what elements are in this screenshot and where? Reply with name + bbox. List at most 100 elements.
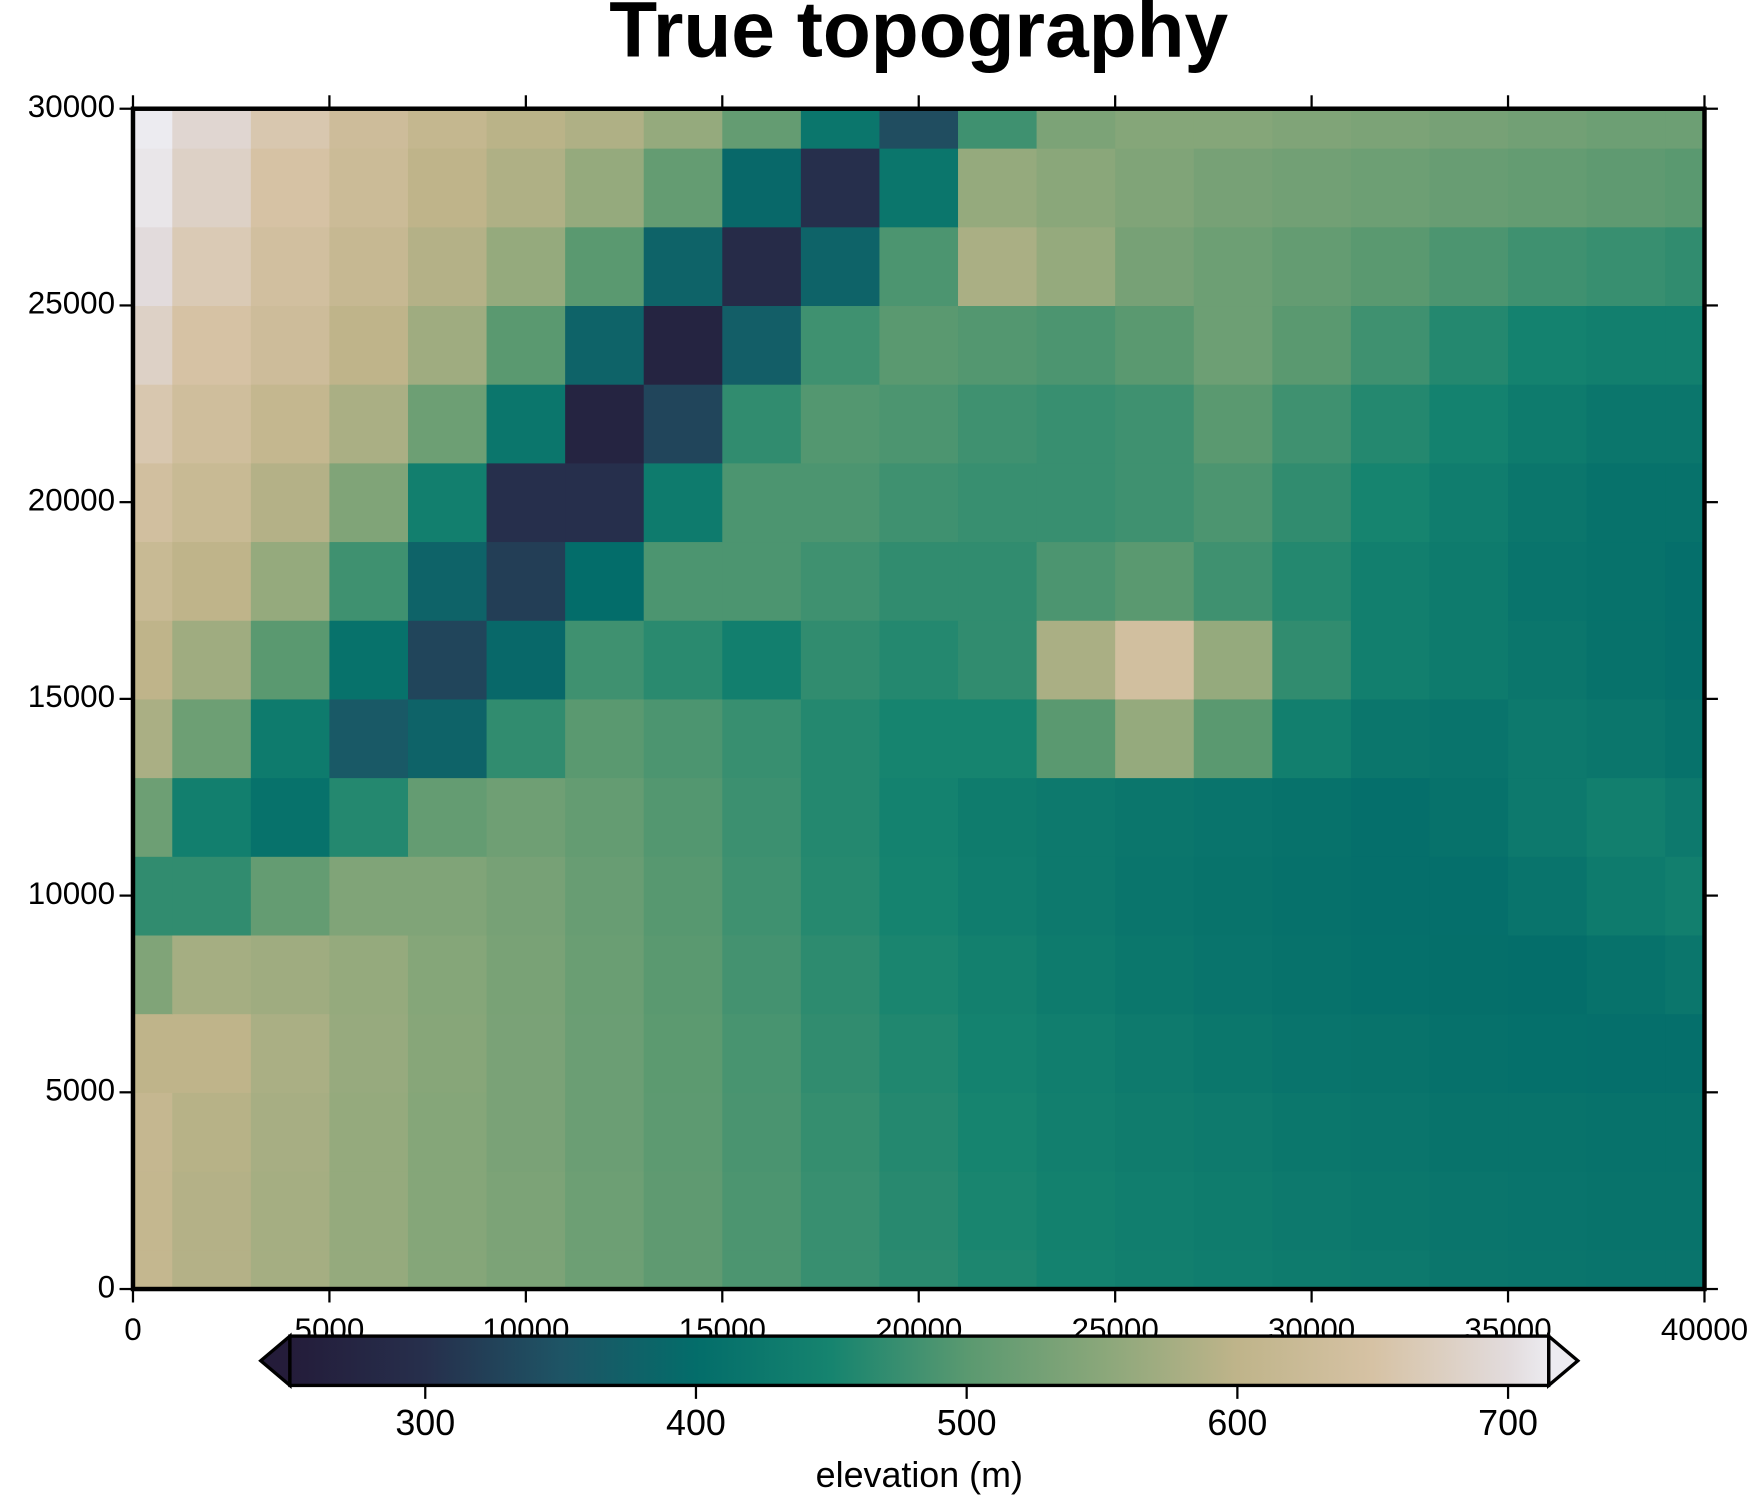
heatmap-cell — [1272, 148, 1352, 228]
heatmap-cell — [879, 698, 959, 779]
heatmap-cell — [1193, 305, 1273, 385]
heatmap-cell — [722, 934, 802, 1015]
heatmap-cell — [1508, 305, 1588, 385]
heatmap-cell — [643, 226, 723, 307]
y-tick-label: 0 — [98, 1269, 115, 1304]
heatmap-cell — [1115, 148, 1195, 228]
heatmap-cell — [800, 934, 881, 1015]
heatmap-cell — [643, 934, 723, 1015]
heatmap-cell — [486, 305, 566, 385]
heatmap-cell — [1036, 1170, 1116, 1251]
heatmap-cell — [800, 1013, 881, 1093]
heatmap-cell — [643, 305, 723, 385]
heatmap-cell — [1508, 777, 1588, 857]
heatmap-cell — [1586, 1092, 1666, 1172]
heatmap-cell — [250, 856, 330, 936]
heatmap-cell — [643, 856, 723, 936]
heatmap-cell — [1115, 1170, 1195, 1251]
heatmap-cell — [1665, 856, 1706, 936]
heatmap-cell — [565, 777, 645, 857]
heatmap-cell — [879, 1249, 959, 1290]
heatmap-cell — [486, 226, 566, 307]
y-tick-label: 10000 — [28, 876, 115, 911]
heatmap-cell — [1350, 108, 1431, 149]
heatmap-cell — [565, 1249, 645, 1290]
heatmap-cell — [407, 1013, 488, 1093]
heatmap-cell — [407, 462, 488, 543]
heatmap-cell — [250, 541, 330, 621]
heatmap-cell — [1036, 698, 1116, 779]
heatmap-cell — [1586, 698, 1666, 779]
heatmap-cell — [172, 777, 252, 857]
heatmap-cell — [1508, 1013, 1588, 1093]
heatmap-cell — [1508, 1170, 1588, 1251]
heatmap-cell — [172, 1013, 252, 1093]
heatmap-cell — [1115, 934, 1195, 1015]
heatmap-cell — [1429, 541, 1509, 621]
heatmap-cell — [1350, 226, 1431, 307]
heatmap-cell — [1586, 226, 1666, 307]
heatmap-cell — [1272, 1092, 1352, 1172]
heatmap-cell — [1115, 856, 1195, 936]
heatmap-cell — [879, 620, 959, 700]
heatmap-cell — [722, 1170, 802, 1251]
heatmap-cell — [1272, 1013, 1352, 1093]
heatmap-cell — [1508, 148, 1588, 228]
heatmap-cell — [250, 226, 330, 307]
heatmap-cell — [329, 148, 409, 228]
heatmap-cell — [1272, 1170, 1352, 1251]
heatmap-cell — [1036, 620, 1116, 700]
heatmap-cell — [132, 856, 173, 936]
heatmap-cell — [722, 305, 802, 385]
heatmap-cell — [1193, 462, 1273, 543]
heatmap-cell — [132, 148, 173, 228]
heatmap-cell — [643, 541, 723, 621]
heatmap-cell — [1429, 226, 1509, 307]
heatmap-cell — [1272, 108, 1352, 149]
heatmap-cell — [643, 148, 723, 228]
heatmap-cell — [329, 1249, 409, 1290]
heatmap-cell — [329, 226, 409, 307]
heatmap-cell — [643, 620, 723, 700]
heatmap-cell — [1586, 384, 1666, 464]
heatmap-cell — [329, 620, 409, 700]
heatmap-cell — [643, 777, 723, 857]
heatmap-cell — [1350, 1170, 1431, 1251]
heatmap-cell — [486, 620, 566, 700]
heatmap-cell — [1586, 1170, 1666, 1251]
heatmap-cell — [1036, 856, 1116, 936]
heatmap-cell — [643, 384, 723, 464]
heatmap-cell — [1586, 1013, 1666, 1093]
heatmap-cell — [643, 462, 723, 543]
heatmap-cell — [1350, 1249, 1431, 1290]
heatmap-cell — [1429, 1092, 1509, 1172]
heatmap-cell — [407, 108, 488, 149]
heatmap-cell — [1350, 384, 1431, 464]
heatmap-cell — [407, 226, 488, 307]
heatmap-cell — [722, 1092, 802, 1172]
colorbar-tick-label: 700 — [1478, 1403, 1538, 1443]
heatmap-cell — [1350, 462, 1431, 543]
heatmap-cell — [565, 541, 645, 621]
heatmap-cell — [565, 1013, 645, 1093]
heatmap-cell — [722, 856, 802, 936]
heatmap-cell — [329, 305, 409, 385]
heatmap-cell — [879, 1092, 959, 1172]
heatmap-cell — [407, 384, 488, 464]
heatmap — [132, 108, 1706, 1290]
heatmap-cell — [958, 226, 1038, 307]
heatmap-cell — [407, 777, 488, 857]
heatmap-cell — [1115, 226, 1195, 307]
heatmap-cell — [1508, 226, 1588, 307]
heatmap-cell — [1350, 305, 1431, 385]
heatmap-cell — [1350, 1013, 1431, 1093]
heatmap-cell — [250, 1092, 330, 1172]
heatmap-cell — [1508, 698, 1588, 779]
heatmap-cell — [565, 305, 645, 385]
heatmap-cell — [1036, 226, 1116, 307]
heatmap-cell — [1508, 1092, 1588, 1172]
heatmap-cell — [958, 305, 1038, 385]
heatmap-cell — [1508, 856, 1588, 936]
heatmap-cell — [1193, 1092, 1273, 1172]
heatmap-cell — [1586, 462, 1666, 543]
